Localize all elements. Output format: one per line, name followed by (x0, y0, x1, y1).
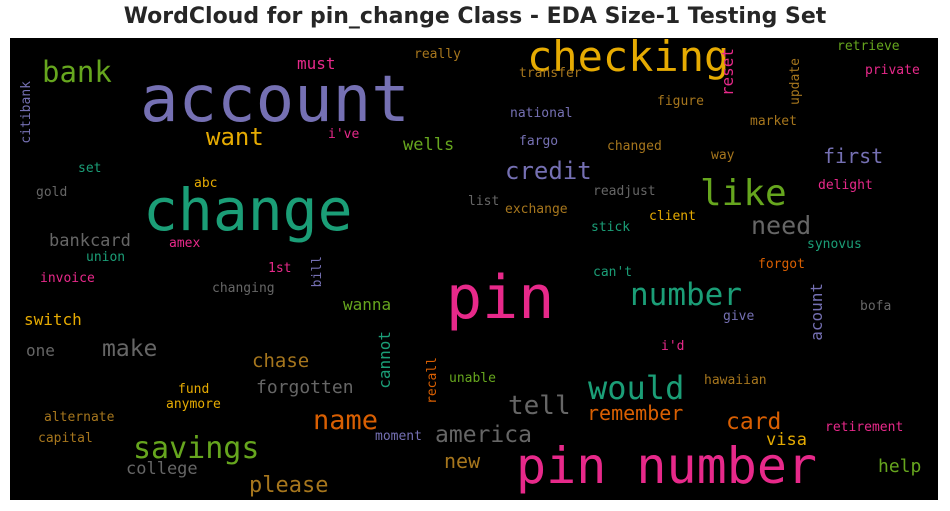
word-client: client (649, 209, 696, 224)
word-bankcard: bankcard (49, 231, 131, 251)
word-market: market (750, 114, 797, 129)
word-switch: switch (24, 310, 82, 329)
word-reset: reset (718, 48, 737, 97)
word-first: first (823, 144, 884, 168)
word-college: college (126, 459, 198, 479)
word-id: i'd (661, 339, 685, 354)
word-unable: unable (449, 371, 496, 386)
word-chase: chase (252, 350, 310, 372)
word-must: must (297, 54, 336, 73)
word-recall: recall (425, 357, 440, 404)
word-way: way (711, 148, 735, 163)
chart-title: WordCloud for pin_change Class - EDA Siz… (123, 4, 827, 29)
word-delight: delight (818, 178, 873, 193)
word-need: need (751, 211, 812, 240)
word-help: help (878, 456, 922, 477)
word-stick: stick (591, 220, 631, 235)
word-bank: bank (42, 55, 112, 89)
word-bofa: bofa (860, 299, 892, 314)
word-wanna: wanna (343, 295, 392, 314)
word-fargo: fargo (519, 134, 559, 149)
word-anymore: anymore (166, 397, 221, 412)
word-retirement: retirement (825, 420, 904, 435)
word-new: new (444, 449, 481, 473)
word-1st: 1st (268, 261, 292, 276)
word-remember: remember (587, 401, 684, 425)
word-forgotten: forgotten (256, 377, 354, 398)
word-national: national (510, 106, 573, 121)
word-like: like (700, 173, 787, 214)
word-private: private (865, 63, 920, 78)
word-gold: gold (36, 185, 68, 200)
word-acount: acount (807, 283, 826, 341)
word-tell: tell (508, 391, 571, 421)
word-card: card (726, 409, 782, 435)
word-capital: capital (38, 431, 93, 446)
word-changing: changing (212, 281, 275, 296)
word-america: america (435, 422, 532, 448)
word-ive: i've (328, 127, 360, 142)
word-would: would (588, 369, 685, 407)
word-update: update (788, 58, 803, 105)
word-exchange: exchange (505, 202, 568, 217)
word-forgot: forgot (758, 257, 805, 272)
word-abc: abc (194, 176, 218, 191)
word-synovus: synovus (807, 237, 862, 252)
word-wells: wells (403, 135, 455, 155)
word-figure: figure (657, 94, 704, 109)
word-change: change (143, 176, 353, 244)
word-changed: changed (607, 139, 662, 154)
word-cant: can't (593, 265, 633, 280)
word-list: list (468, 194, 500, 209)
word-really: really (414, 47, 461, 62)
word-bill: bill (310, 256, 325, 288)
word-hawaiian: hawaiian (704, 373, 767, 388)
word-set: set (78, 161, 102, 176)
word-citibank: citibank (19, 81, 34, 144)
word-number: number (630, 277, 742, 313)
word-name: name (313, 405, 379, 436)
word-visa: visa (766, 430, 807, 450)
word-readjust: readjust (593, 184, 656, 199)
word-pin-number: pin number (516, 437, 818, 495)
word-amex: amex (169, 236, 201, 251)
word-pin: pin (446, 263, 555, 333)
word-retrieve: retrieve (837, 39, 900, 54)
word-checking: checking (527, 38, 730, 81)
word-transfer: transfer (519, 66, 582, 81)
word-union: union (86, 250, 126, 265)
word-one: one (26, 341, 55, 360)
word-alternate: alternate (44, 410, 115, 425)
word-cloud: account change pin pin number checking b… (10, 38, 938, 500)
word-want: want (206, 123, 264, 151)
word-fund: fund (178, 382, 210, 397)
word-give: give (723, 309, 755, 324)
word-invoice: invoice (40, 271, 95, 286)
word-credit: credit (505, 157, 592, 185)
word-account: account (140, 63, 410, 137)
word-moment: moment (375, 429, 422, 444)
word-savings: savings (133, 431, 260, 466)
word-cannot: cannot (375, 331, 394, 389)
word-make: make (102, 336, 158, 362)
word-please: please (249, 473, 329, 498)
